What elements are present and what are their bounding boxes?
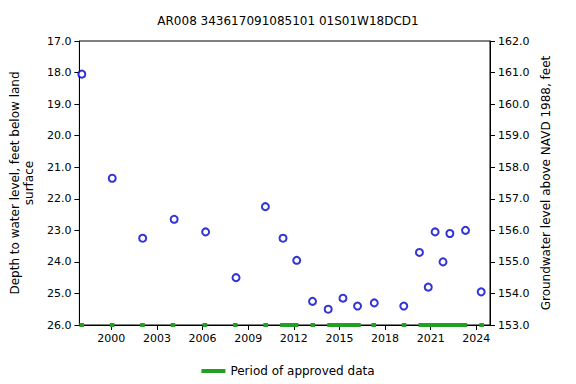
svg-text:26.0: 26.0	[47, 319, 72, 332]
svg-text:Groundwater level above NAVD 1: Groundwater level above NAVD 1988, feet	[539, 55, 553, 310]
svg-text:2012: 2012	[280, 332, 308, 345]
svg-text:153.0: 153.0	[498, 319, 530, 332]
svg-text:2006: 2006	[189, 332, 217, 345]
svg-text:20.0: 20.0	[47, 129, 72, 142]
svg-text:2021: 2021	[417, 332, 445, 345]
svg-text:23.0: 23.0	[47, 224, 72, 237]
svg-text:18.0: 18.0	[47, 66, 72, 79]
svg-text:2018: 2018	[371, 332, 399, 345]
svg-text:161.0: 161.0	[498, 66, 530, 79]
svg-text:158.0: 158.0	[498, 161, 530, 174]
svg-text:2015: 2015	[325, 332, 353, 345]
svg-text:AR008 343617091085101 01S01W18: AR008 343617091085101 01S01W18DCD1	[157, 14, 418, 28]
svg-text:19.0: 19.0	[47, 98, 72, 111]
svg-text:17.0: 17.0	[47, 35, 72, 48]
svg-text:Period of approved data: Period of approved data	[230, 364, 374, 378]
svg-text:154.0: 154.0	[498, 287, 530, 300]
svg-text:162.0: 162.0	[498, 35, 530, 48]
svg-text:2024: 2024	[462, 332, 490, 345]
svg-text:Depth to water level, feet bel: Depth to water level, feet below land	[8, 71, 22, 294]
svg-text:2009: 2009	[234, 332, 262, 345]
svg-text:156.0: 156.0	[498, 224, 530, 237]
svg-text:157.0: 157.0	[498, 192, 530, 205]
svg-text:21.0: 21.0	[47, 161, 72, 174]
svg-text:159.0: 159.0	[498, 129, 530, 142]
svg-text:surface: surface	[22, 161, 36, 205]
svg-text:2000: 2000	[97, 332, 125, 345]
svg-text:155.0: 155.0	[498, 255, 530, 268]
svg-text:22.0: 22.0	[47, 192, 72, 205]
svg-text:24.0: 24.0	[47, 255, 72, 268]
svg-text:160.0: 160.0	[498, 98, 530, 111]
svg-text:25.0: 25.0	[47, 287, 72, 300]
svg-text:2003: 2003	[143, 332, 171, 345]
